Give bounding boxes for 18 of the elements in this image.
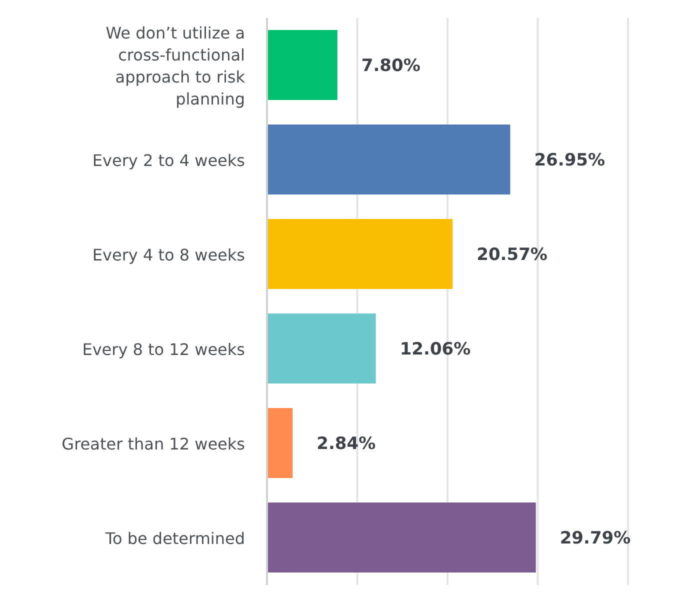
bar (267, 502, 536, 572)
bar (267, 30, 338, 100)
data-label: 26.95% (534, 150, 606, 171)
y-tick-label: Every 2 to 4 weeks (92, 150, 245, 170)
bar (267, 219, 453, 289)
data-label: 20.57% (476, 245, 548, 266)
bar (267, 314, 376, 384)
data-label: 2.84% (316, 434, 376, 454)
y-tick-label: Greater than 12 weeks (62, 434, 245, 453)
data-label: 29.79% (560, 528, 631, 549)
bar (267, 408, 293, 478)
y-tick-label: To be determined (104, 528, 245, 548)
y-tick-label: We don’t utilize a cross-functional approach to risk planning (106, 22, 246, 108)
data-label: 12.06% (400, 340, 471, 360)
y-tick-label: Every 4 to 8 weeks (92, 244, 245, 264)
bar (267, 124, 510, 194)
data-label: 7.80% (361, 56, 420, 76)
y-tick-label: Every 8 to 12 weeks (82, 339, 245, 358)
